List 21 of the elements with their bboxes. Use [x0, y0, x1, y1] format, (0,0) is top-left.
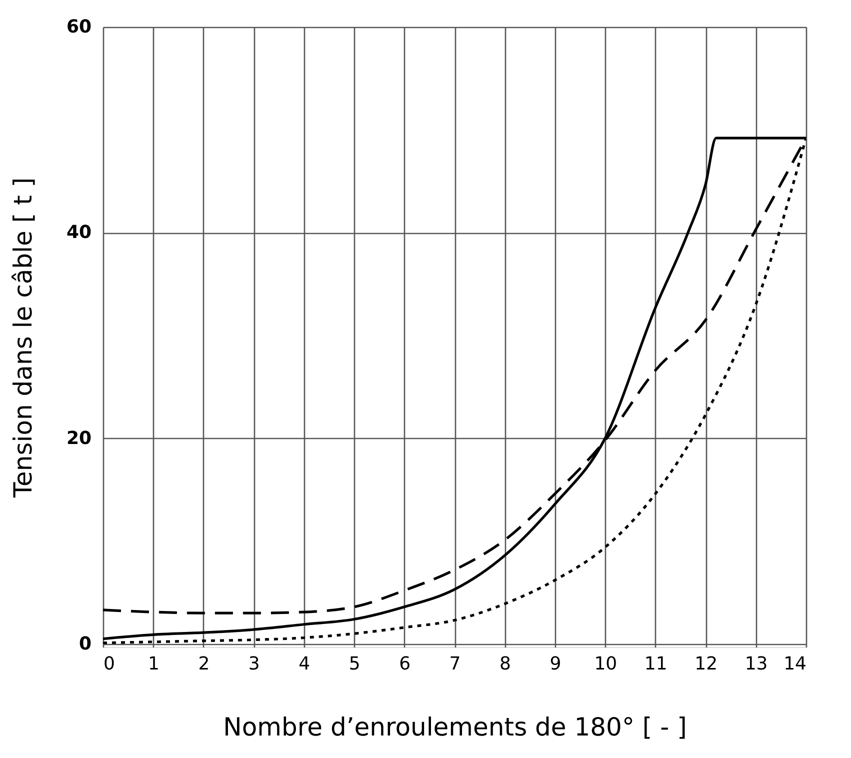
x-tick-label: 8 — [499, 654, 511, 674]
x-tick-label: 2 — [198, 654, 210, 674]
y-tick-label: 40 — [66, 222, 92, 244]
x-tick-label: 12 — [694, 654, 718, 674]
x-tick-label: 11 — [644, 654, 668, 674]
x-tick-label: 13 — [744, 654, 768, 674]
x-tick-label: 9 — [550, 654, 562, 674]
x-tick-label: 10 — [594, 654, 618, 674]
y-tick-label: 0 — [78, 633, 92, 654]
y-tick-label: 60 — [66, 16, 92, 38]
x-tick-label: 5 — [348, 654, 360, 674]
y-tick-label: 20 — [66, 428, 92, 449]
x-tick-label: 1 — [148, 654, 160, 674]
x-axis-title: Nombre d’enroulements de 180° [ - ] — [223, 712, 687, 742]
x-tick-label: 3 — [248, 654, 260, 674]
y-axis-title: Tension dans le câble [ t ] — [8, 178, 38, 498]
x-tick-label: 0 — [104, 654, 115, 674]
x-tick-label: 7 — [449, 654, 461, 674]
x-tick-label: 4 — [298, 654, 310, 674]
x-tick-label: 14 — [784, 654, 806, 674]
x-tick-label: 6 — [399, 654, 411, 674]
